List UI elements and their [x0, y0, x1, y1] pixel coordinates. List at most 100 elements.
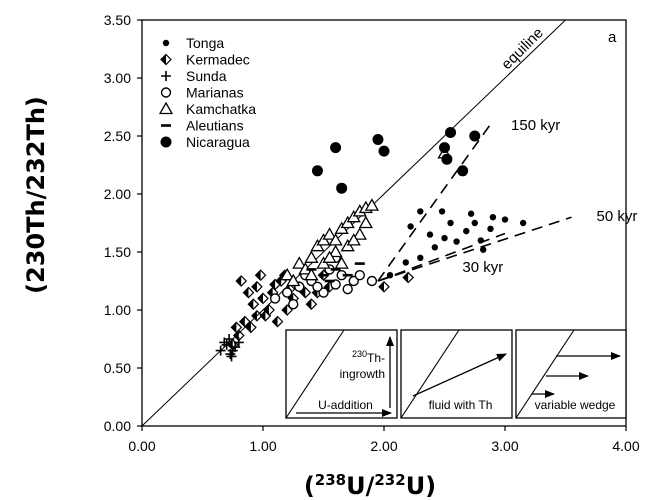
marker-dot	[487, 225, 494, 232]
inset-frame	[400, 329, 513, 419]
marker-diamond-fill	[243, 287, 249, 298]
marker-plus	[233, 337, 244, 348]
marker-dot	[447, 219, 454, 227]
data-point	[426, 231, 434, 238]
data-point	[372, 133, 384, 145]
data-point	[263, 304, 275, 316]
trend-line-label: 50 kyr	[597, 208, 638, 225]
x-axis-label-mid: U/	[346, 472, 374, 500]
data-point	[286, 273, 301, 287]
marker-dot	[477, 237, 484, 244]
trend-line-label: 150 kyr	[511, 117, 560, 134]
inset-equiline	[400, 329, 460, 419]
trend-line	[377, 120, 494, 282]
marker-dot	[438, 208, 446, 215]
data-point	[480, 246, 487, 253]
marker-diamond	[230, 321, 243, 334]
y-tick-label: 3.00	[104, 70, 131, 86]
data-point	[358, 215, 373, 229]
inset-arrow	[412, 353, 507, 397]
marker-dot	[519, 219, 527, 227]
data-point	[215, 345, 226, 356]
x-axis-label: (238U/232U)	[304, 471, 436, 500]
inset-equiline	[515, 329, 575, 419]
marker-dot	[445, 127, 457, 139]
data-point	[245, 321, 257, 334]
marker-diamond-fill	[258, 293, 263, 304]
marker-diamond-fill	[260, 310, 266, 321]
data-point	[441, 153, 453, 165]
series-nicaragua	[311, 127, 481, 194]
marker-diamond	[242, 286, 255, 299]
data-point	[354, 270, 365, 281]
marker-diamond-fill	[239, 316, 245, 327]
data-point	[467, 210, 475, 217]
marker-diamond-fill	[272, 316, 278, 327]
marker-diamond-fill	[255, 270, 261, 281]
y-tick-label: 0.00	[104, 418, 131, 434]
marker-triangle	[352, 227, 367, 240]
data-point	[247, 298, 260, 311]
legend-marker	[160, 136, 172, 148]
marker-diamond	[251, 309, 263, 322]
marker-diamond-fill	[233, 330, 239, 341]
data-point	[402, 271, 415, 284]
marker-circle	[318, 287, 329, 298]
data-point	[269, 293, 281, 304]
inset-u-addition: 230Th-ingrowth U-addition	[285, 329, 398, 419]
marker-diamond-fill	[231, 322, 237, 333]
data-point	[239, 315, 251, 328]
marker-dot	[330, 142, 342, 154]
data-point	[251, 280, 263, 293]
marker-circle	[160, 87, 172, 98]
marker-diamond	[271, 315, 284, 328]
marker-plus	[215, 345, 226, 356]
marker-diamond	[305, 298, 318, 311]
data-point	[445, 127, 457, 139]
marker-diamond-fill	[282, 305, 288, 315]
marker-diamond	[263, 304, 275, 316]
marker-diamond	[239, 315, 251, 328]
marker-diamond	[247, 298, 260, 311]
y-tick-label: 2.50	[104, 128, 131, 144]
data-points	[215, 127, 527, 362]
marker-circle	[366, 275, 378, 287]
x-axis-label-open: (	[304, 472, 315, 500]
marker-dot	[457, 165, 469, 177]
marker-dot	[439, 142, 450, 154]
marker-dot	[160, 136, 172, 148]
marker-dot	[417, 254, 424, 261]
data-point	[312, 281, 323, 292]
legend-label: Marianas	[186, 85, 244, 101]
marker-diamond-fill	[270, 279, 276, 290]
axis-ticks: 0.00 1.00 2.00 3.00 4.00 0.00 0.50 1.00 1.50 2.00…	[104, 12, 640, 454]
trend-line	[377, 216, 572, 282]
marker-triangle	[322, 227, 337, 240]
data-point	[378, 280, 390, 293]
series-sunda	[215, 334, 244, 362]
equiline	[142, 20, 566, 426]
marker-triangle	[334, 256, 349, 269]
legend-label: Aleutians	[186, 118, 244, 134]
equiline-label: equiline	[498, 24, 547, 73]
data-point	[318, 287, 329, 298]
marker-circle	[348, 275, 359, 287]
y-tick-label: 1.00	[104, 302, 131, 318]
marker-circle	[288, 299, 299, 310]
data-point	[305, 298, 318, 311]
marker-triangle	[358, 215, 373, 229]
x-axis-label-sup1: 238	[315, 471, 346, 489]
inset-label-bottom: U-addition	[318, 398, 373, 412]
data-point	[328, 244, 343, 258]
inset-frame	[285, 329, 398, 419]
data-point	[230, 321, 243, 334]
marker-dot	[386, 272, 394, 279]
marker-circle	[312, 281, 323, 292]
data-point	[330, 142, 342, 154]
data-point	[364, 198, 380, 211]
data-point	[242, 286, 255, 299]
data-point	[487, 225, 494, 232]
legend: TongaKermadecSundaMarianasKamchatkaAleut…	[158, 35, 256, 150]
marker-diamond-fill	[251, 281, 257, 292]
data-point	[378, 145, 390, 157]
